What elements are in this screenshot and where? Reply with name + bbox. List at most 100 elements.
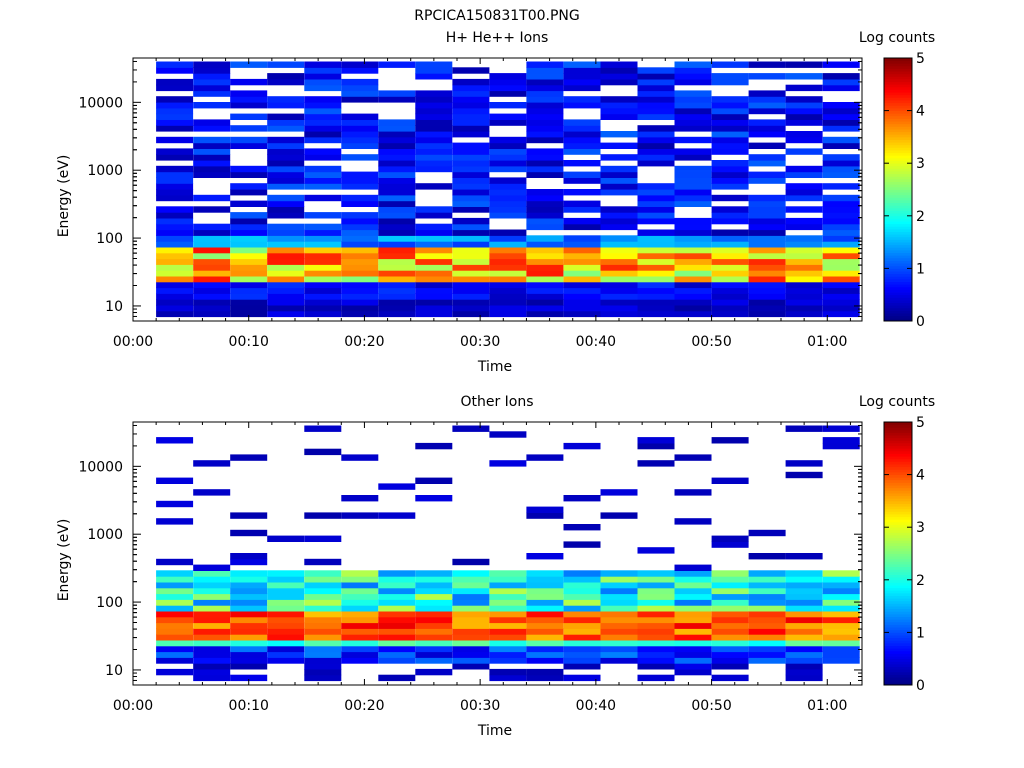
heatmap-cell bbox=[304, 96, 342, 103]
heatmap-cell bbox=[304, 275, 342, 283]
heatmap-cell bbox=[822, 281, 860, 289]
colorbar-swatch bbox=[884, 566, 912, 570]
heatmap-cell bbox=[711, 217, 749, 225]
heatmap-cell bbox=[378, 217, 416, 225]
heatmap-cell bbox=[526, 270, 564, 277]
heatmap-cell bbox=[822, 570, 860, 577]
colorbar-swatch bbox=[884, 192, 912, 196]
heatmap-cell bbox=[674, 235, 712, 242]
colorbar-swatch bbox=[884, 506, 912, 510]
heatmap-cell bbox=[637, 587, 675, 595]
heatmap-cell bbox=[822, 616, 860, 624]
colorbar-swatch bbox=[884, 71, 912, 75]
y-axis-label: Energy (eV) bbox=[56, 519, 72, 602]
heatmap-cell bbox=[637, 275, 675, 283]
heatmap-cell bbox=[378, 246, 416, 254]
heatmap-cell bbox=[563, 217, 601, 225]
heatmap-cell bbox=[637, 437, 675, 444]
heatmap-cell bbox=[600, 281, 638, 289]
heatmap-cell bbox=[822, 310, 860, 318]
heatmap-cell bbox=[452, 581, 490, 589]
heatmap-cell bbox=[156, 217, 194, 225]
heatmap-cell bbox=[674, 310, 712, 318]
y-tick-label: 1000 bbox=[87, 163, 123, 179]
heatmap-cell bbox=[304, 304, 342, 312]
heatmap-cell bbox=[415, 107, 453, 115]
colorbar-swatch bbox=[884, 663, 912, 667]
heatmap-cell bbox=[267, 252, 305, 260]
heatmap-cell bbox=[304, 61, 342, 68]
heatmap-cell bbox=[489, 73, 527, 80]
y-axis-label: Energy (eV) bbox=[56, 155, 72, 238]
colorbar-swatch bbox=[884, 669, 912, 673]
heatmap-cell bbox=[674, 668, 712, 676]
heatmap-cell bbox=[822, 200, 860, 207]
heatmap-cell bbox=[341, 183, 379, 190]
heatmap-cell bbox=[452, 587, 490, 595]
heatmap-cell bbox=[267, 154, 305, 161]
colorbar-swatch bbox=[884, 318, 912, 322]
heatmap-cell bbox=[415, 304, 453, 312]
colorbar-swatch bbox=[884, 682, 912, 686]
heatmap-cell bbox=[822, 136, 860, 144]
heatmap-cell bbox=[267, 651, 305, 658]
heatmap-cell bbox=[563, 241, 601, 248]
heatmap-cell bbox=[785, 651, 823, 658]
colorbar-swatch bbox=[884, 656, 912, 660]
colorbar-swatch bbox=[884, 239, 912, 243]
heatmap-cell bbox=[378, 639, 416, 647]
heatmap-cell bbox=[230, 235, 268, 242]
heatmap-cell bbox=[711, 639, 749, 647]
heatmap-cell bbox=[748, 287, 786, 294]
heatmap-cell bbox=[637, 258, 675, 265]
heatmap-cell bbox=[822, 61, 860, 68]
heatmap-cell bbox=[156, 119, 194, 126]
heatmap-cell bbox=[378, 206, 416, 213]
heatmap-cell bbox=[822, 634, 860, 641]
heatmap-cell bbox=[193, 593, 231, 600]
heatmap-cell bbox=[489, 657, 527, 664]
colorbar-swatch bbox=[884, 236, 912, 240]
heatmap-cell bbox=[267, 96, 305, 103]
colorbar-swatch bbox=[884, 432, 912, 436]
heatmap-cell bbox=[822, 217, 860, 225]
heatmap-cell bbox=[785, 668, 823, 676]
heatmap-cell bbox=[304, 599, 342, 606]
colorbar-frame bbox=[883, 421, 913, 686]
heatmap-cell bbox=[785, 258, 823, 265]
colorbar-swatch bbox=[884, 558, 912, 562]
heatmap-cell bbox=[193, 599, 231, 606]
heatmap-cell bbox=[674, 241, 712, 248]
heatmap-cell bbox=[415, 622, 453, 629]
heatmap-cell bbox=[489, 581, 527, 589]
heatmap-cell bbox=[674, 119, 712, 126]
heatmap-cell bbox=[711, 570, 749, 577]
heatmap-cell bbox=[415, 605, 453, 612]
heatmap-cell bbox=[267, 160, 305, 167]
heatmap-cell bbox=[748, 107, 786, 115]
heatmap-cell bbox=[637, 67, 675, 74]
heatmap-cell bbox=[304, 558, 342, 566]
heatmap-cell bbox=[304, 154, 342, 161]
heatmap-cell bbox=[785, 217, 823, 225]
colorbar-swatch bbox=[884, 603, 912, 607]
heatmap-cell bbox=[156, 293, 194, 300]
heatmap-cell bbox=[304, 570, 342, 577]
heatmap-cell bbox=[748, 605, 786, 612]
heatmap-cell bbox=[452, 229, 490, 236]
heatmap-cell bbox=[785, 246, 823, 254]
heatmap-cell bbox=[600, 131, 638, 138]
heatmap-cell bbox=[341, 304, 379, 312]
x-tick-label: 00:00 bbox=[113, 334, 153, 350]
colorbar-swatch bbox=[884, 218, 912, 222]
colorbar-swatch bbox=[884, 456, 912, 460]
heatmap-cell bbox=[452, 107, 490, 115]
heatmap-cell bbox=[785, 553, 823, 560]
heatmap-cell bbox=[489, 431, 527, 438]
heatmap-cell bbox=[156, 304, 194, 312]
heatmap-cell bbox=[452, 90, 490, 97]
heatmap-cell bbox=[600, 61, 638, 68]
heatmap-cell bbox=[193, 165, 231, 173]
heatmap-cell bbox=[822, 107, 860, 115]
colorbar-tick-label: 1 bbox=[916, 625, 925, 641]
